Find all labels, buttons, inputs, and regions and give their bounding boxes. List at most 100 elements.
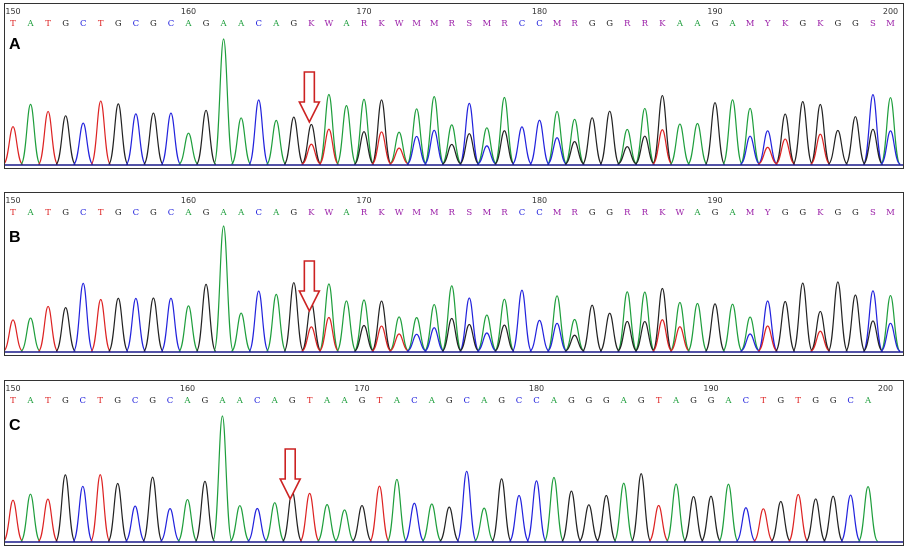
trace-peak	[178, 305, 199, 352]
base-call: M	[482, 19, 491, 29]
trace-peak	[90, 474, 111, 542]
trace-peak	[880, 322, 901, 352]
trace-peak	[792, 101, 813, 165]
trace-peak	[301, 123, 322, 165]
position-tick: 200	[883, 7, 898, 16]
base-call: M	[746, 19, 755, 29]
trace-peak	[423, 129, 445, 165]
trace-peak	[353, 299, 375, 352]
trace-peak	[634, 320, 655, 352]
trace-peak	[617, 291, 638, 352]
trace-peak	[421, 503, 442, 542]
base-call: C	[133, 208, 140, 218]
trace-peak	[441, 124, 462, 165]
base-call: K	[308, 208, 315, 218]
variant-arrow	[278, 448, 302, 501]
trace-peak	[283, 282, 305, 352]
base-call: G	[115, 208, 122, 218]
trace-peak	[683, 495, 704, 542]
trace-peak	[72, 485, 93, 542]
trace-peak	[805, 498, 826, 542]
base-call: R	[501, 208, 508, 218]
trace-peak	[160, 297, 182, 352]
trace-peak	[336, 105, 357, 165]
trace-peak	[72, 282, 94, 352]
trace-peak	[564, 141, 585, 165]
trace-peak	[406, 333, 427, 352]
trace-peak	[722, 99, 743, 165]
base-call: G	[62, 396, 69, 406]
trace-peak	[406, 317, 427, 352]
base-call: M	[746, 208, 755, 218]
trace-peak	[229, 505, 251, 542]
trace-peak	[195, 283, 217, 352]
base-call: A	[271, 396, 279, 406]
base-call: G	[203, 19, 210, 29]
position-tick: 170	[356, 7, 371, 16]
trace-peak	[704, 303, 726, 352]
trace-peak	[669, 326, 690, 352]
trace-peak	[561, 490, 582, 542]
base-call: G	[812, 396, 819, 406]
base-call: T	[795, 396, 801, 406]
trace-peak	[177, 498, 198, 542]
trace-peak	[55, 306, 76, 352]
chromatogram-panel-b: 150 160 170 180 190 T A T G C T G C G C A G A A C A G K W A R K W M M…	[4, 192, 904, 356]
trace-peak	[788, 493, 809, 542]
base-call: G	[834, 208, 841, 218]
base-call: C	[463, 396, 470, 406]
trace-peak	[37, 498, 59, 542]
base-call: A	[676, 19, 684, 29]
base-call: G	[852, 208, 859, 218]
trace-peak	[55, 474, 76, 542]
trace-peak	[318, 128, 340, 165]
trace-peak	[301, 143, 322, 165]
trace-peak	[880, 97, 901, 165]
base-call: C	[255, 19, 262, 29]
base-call: G	[712, 208, 719, 218]
base-call: G	[589, 208, 596, 218]
trace-peak	[213, 225, 234, 352]
position-tick: 160	[181, 7, 196, 16]
base-call: A	[220, 208, 228, 218]
trace-peak	[318, 93, 340, 165]
trace-peak	[757, 130, 778, 165]
trace-peak	[423, 96, 445, 165]
trace-peak	[108, 103, 129, 165]
base-call: C	[516, 396, 523, 406]
trace-peak	[20, 493, 41, 542]
trace-peak	[546, 295, 568, 352]
trace-peak	[739, 107, 761, 165]
base-call: G	[708, 396, 715, 406]
base-call: S	[870, 208, 876, 218]
trace-peaks	[5, 225, 901, 352]
trace-peak	[353, 98, 375, 165]
trace-peak	[90, 298, 111, 352]
base-call: G	[834, 19, 841, 29]
base-call: W	[395, 19, 404, 29]
base-call: R	[571, 19, 578, 29]
base-call: M	[886, 208, 895, 218]
base-call: C	[80, 19, 87, 29]
base-call: G	[799, 208, 806, 218]
base-call: G	[568, 396, 575, 406]
trace-peak	[774, 113, 796, 165]
trace-peak	[125, 113, 147, 165]
base-call: T	[307, 396, 313, 406]
base-call: M	[412, 208, 421, 218]
base-call: A	[26, 19, 34, 29]
trace-peak	[213, 38, 234, 165]
trace-peak	[441, 143, 462, 165]
trace-peak	[456, 470, 477, 542]
trace-peak	[424, 327, 445, 352]
base-call: C	[255, 208, 262, 218]
base-call: A	[26, 396, 34, 406]
base-call: G	[359, 396, 366, 406]
variant-arrow	[298, 260, 321, 313]
trace-peak	[230, 117, 252, 165]
trace-peak	[529, 319, 550, 352]
base-call: W	[676, 208, 685, 218]
base-call: A	[237, 208, 245, 218]
trace-peak	[388, 316, 410, 352]
base-call: G	[150, 19, 157, 29]
